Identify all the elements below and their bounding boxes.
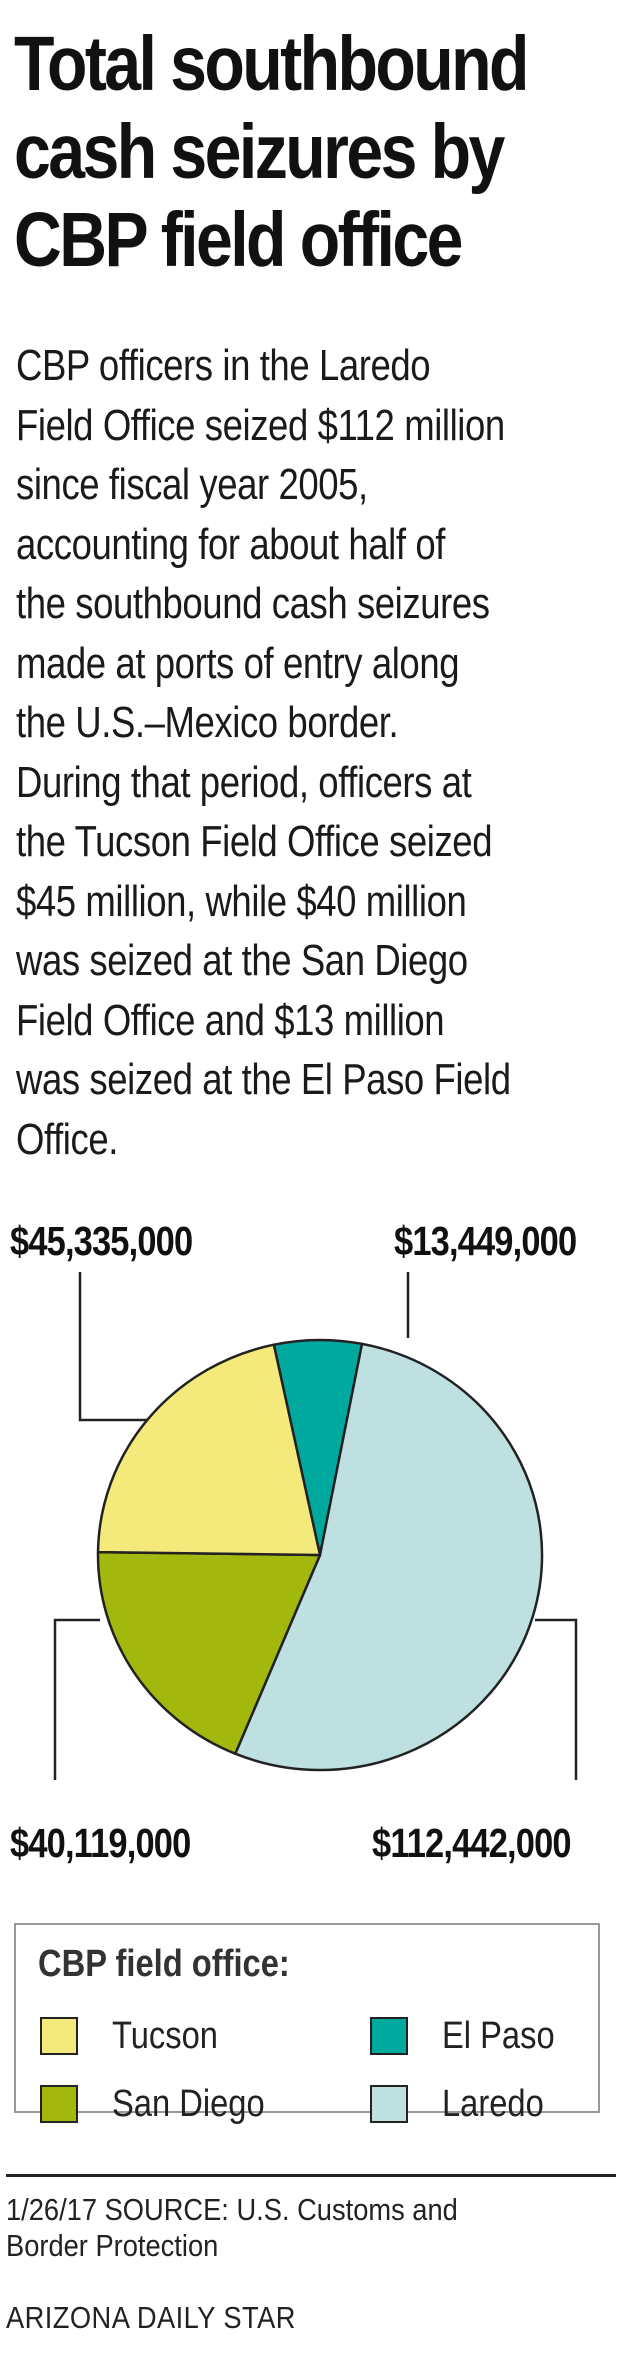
description-line: the Tucson Field Office seized — [16, 817, 493, 866]
description-line: Field Office and $13 million — [16, 995, 445, 1045]
description-line: accounting for about half of — [16, 519, 445, 569]
data-label-laredo: $112,442,000 — [372, 1820, 572, 1866]
legend-swatch — [370, 2017, 408, 2055]
description-line: was seized at the El Paso Field — [16, 1055, 511, 1104]
leader-line-laredo — [535, 1618, 578, 1780]
publisher-credit: ARIZONA DAILY STAR — [6, 2300, 296, 2335]
pie-slice-tucson — [96, 1343, 322, 1557]
legend-label: Tucson — [112, 2015, 218, 2057]
description-line: was seized at the San Diego — [16, 936, 468, 985]
description-line: Field Office seized $112 million — [16, 400, 505, 450]
description-line: During that period, officers at — [16, 757, 472, 807]
description-line: the U.S.–Mexico border. — [16, 698, 399, 747]
source-note: 1/26/17 SOURCE: U.S. Customs and Border … — [6, 2192, 587, 2264]
pie-chart — [53, 1272, 578, 1780]
legend-label: San Diego — [112, 2083, 265, 2125]
legend-label: Laredo — [442, 2083, 544, 2125]
data-label-tucson: $45,335,000 — [10, 1218, 193, 1264]
pie-slices — [96, 1338, 544, 1772]
title-line: cash seizures by — [14, 109, 505, 195]
data-label-san-diego: $40,119,000 — [10, 1820, 191, 1866]
legend: CBP field office: Tucson El Paso San Die… — [14, 1923, 600, 2125]
leader-line-san-diego — [53, 1618, 100, 1780]
legend-swatch — [40, 2085, 78, 2123]
description-line: Office. — [16, 1114, 118, 1164]
description-line: made at ports of entry along — [16, 638, 460, 688]
description-line: the southbound cash seizures — [16, 579, 490, 628]
pie-slice-laredo — [234, 1342, 544, 1772]
leader-lines — [53, 1272, 578, 1780]
legend-swatch — [40, 2017, 78, 2055]
chart-description: CBP officers in the Laredo Field Office … — [16, 336, 564, 1169]
source-line: Border Protection — [6, 2228, 219, 2263]
legend-label: El Paso — [442, 2015, 555, 2057]
description-line: $45 million, while $40 million — [16, 876, 467, 926]
leader-line-tucson — [78, 1272, 148, 1422]
chart-title: Total southbound cash seizures by CBP fi… — [14, 20, 530, 284]
title-line: CBP field office — [14, 197, 463, 283]
legend-title: CBP field office: — [38, 1943, 290, 1985]
data-label-el-paso: $13,449,000 — [394, 1218, 577, 1264]
title-line: Total southbound — [14, 21, 529, 107]
source-line: 1/26/17 SOURCE: U.S. Customs and — [6, 2192, 458, 2227]
description-line: since fiscal year 2005, — [16, 460, 368, 509]
footer-divider — [6, 2174, 616, 2177]
description-line: CBP officers in the Laredo — [16, 341, 431, 390]
legend-swatch — [370, 2085, 408, 2123]
pie-slice-san-diego — [96, 1550, 322, 1755]
